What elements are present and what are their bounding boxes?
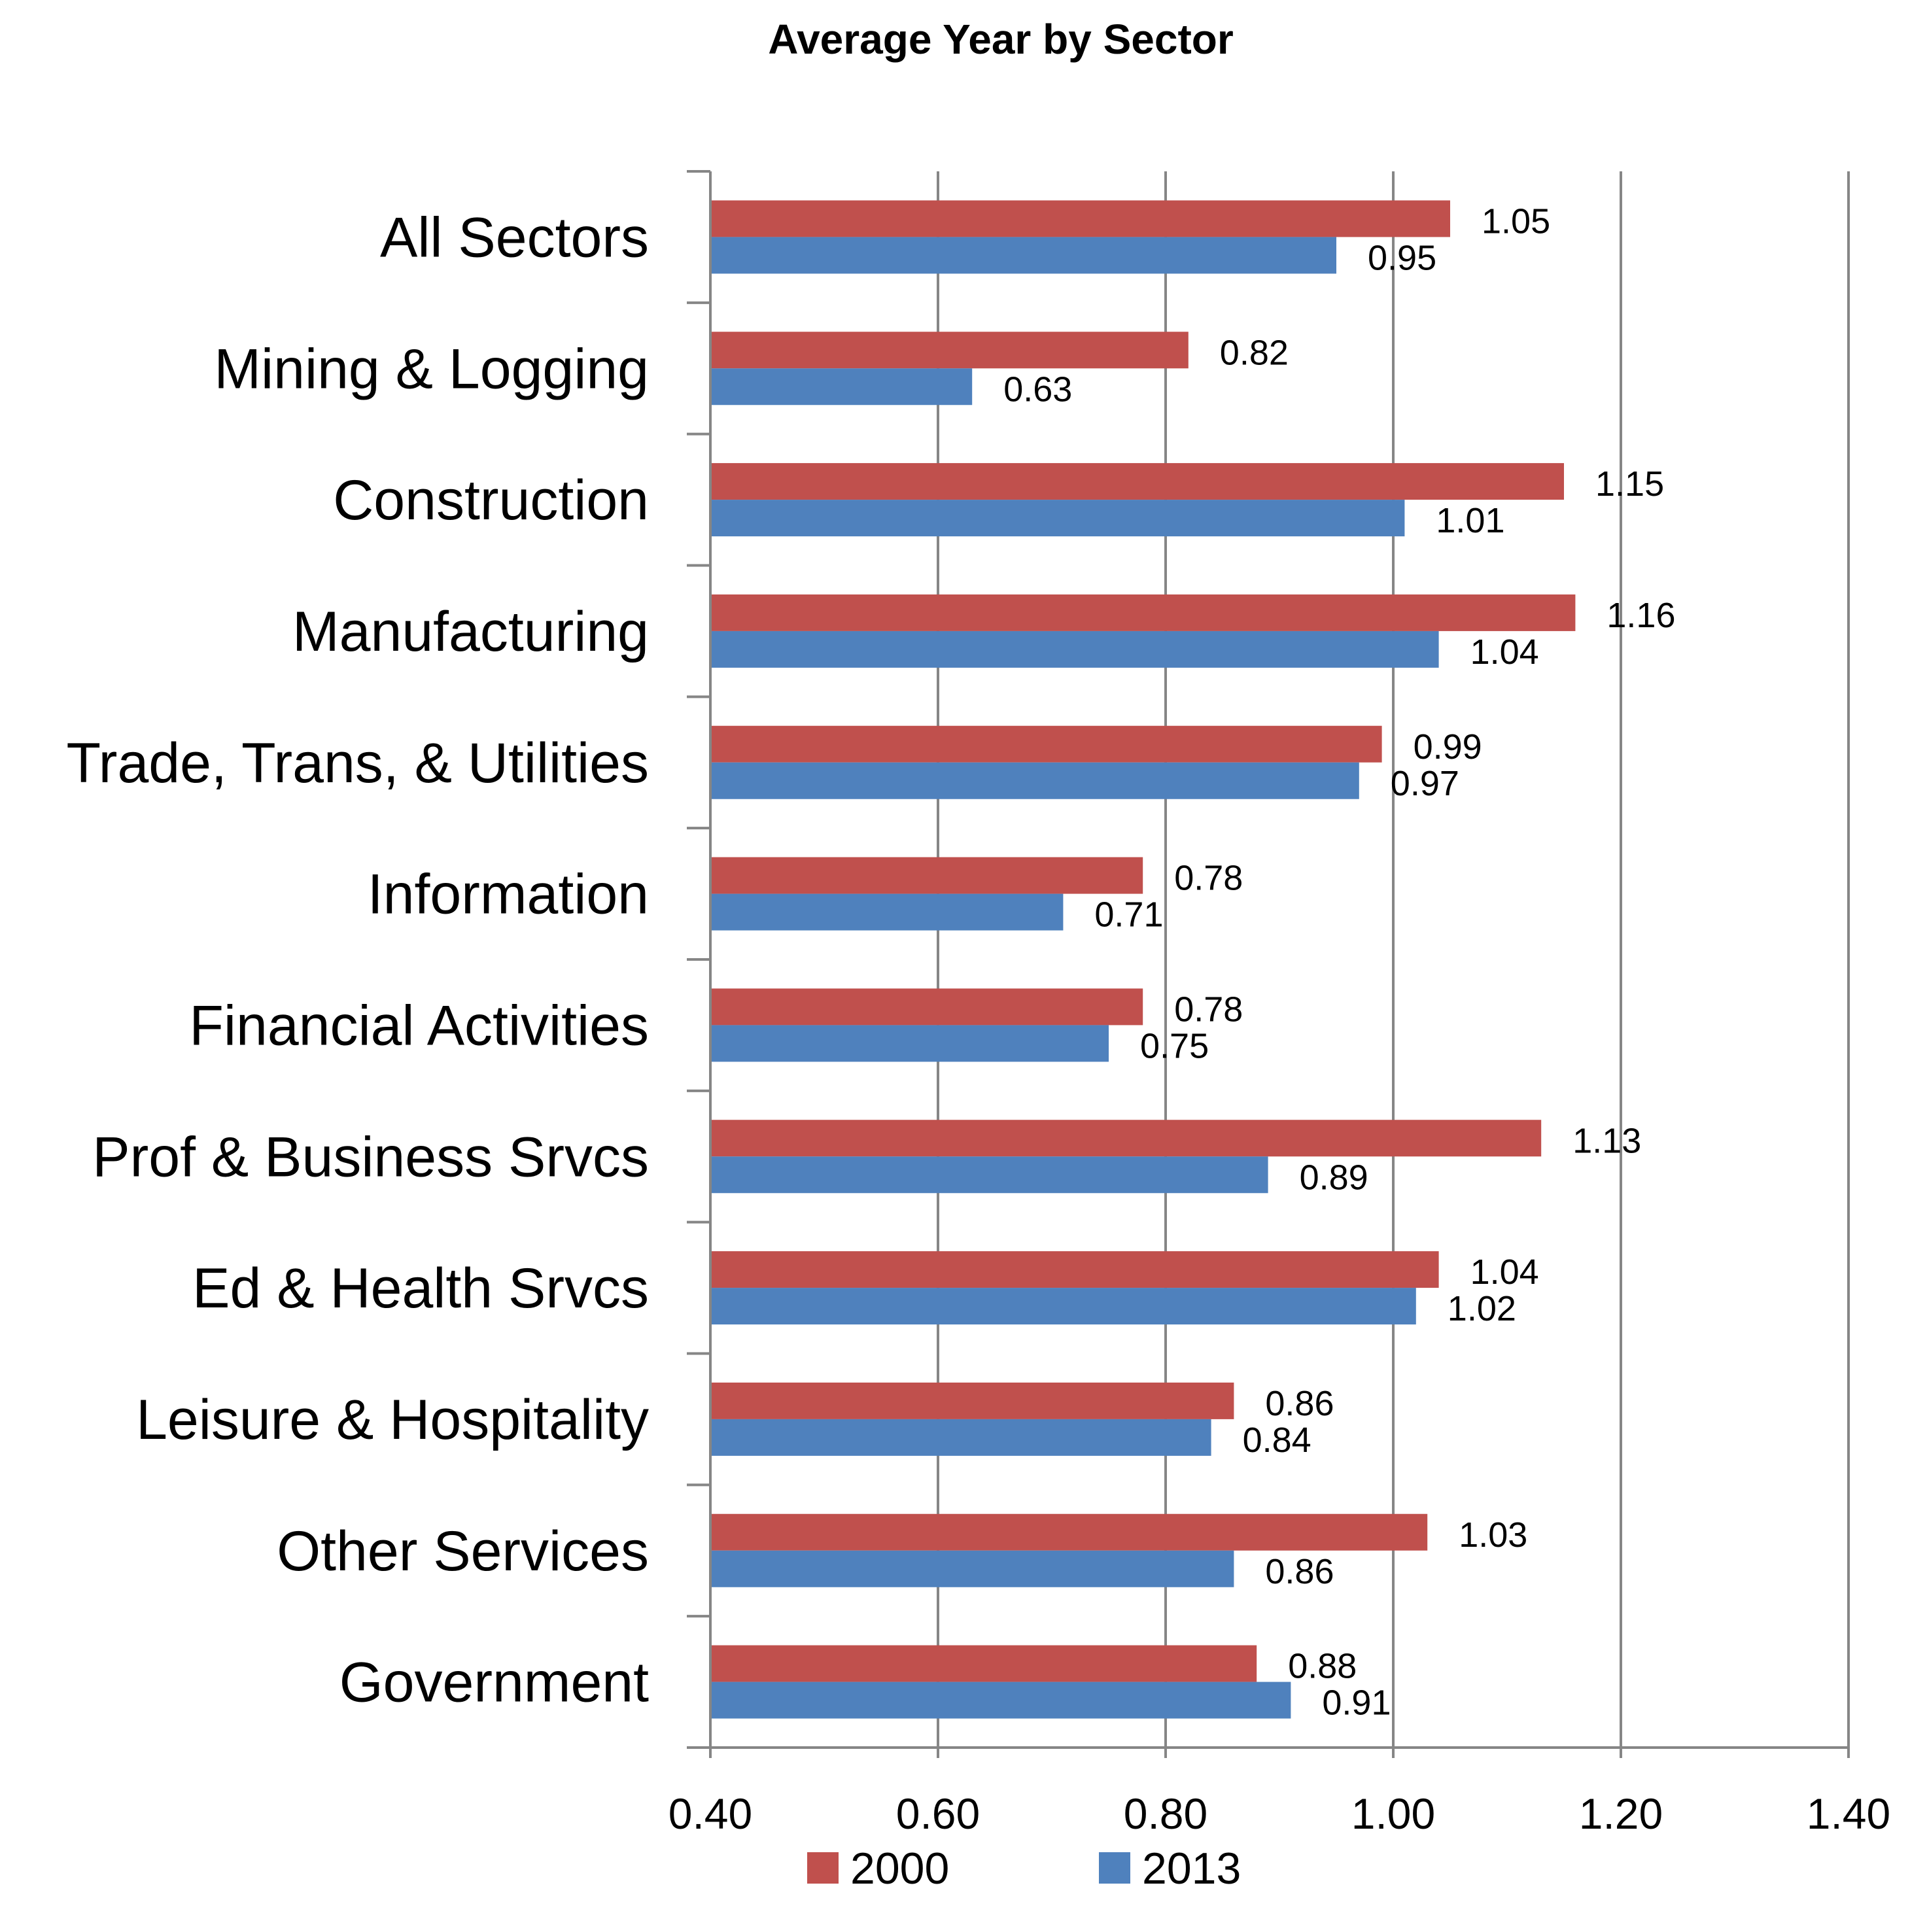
category-label: Prof & Business Srvcs: [92, 1126, 649, 1188]
data-label-2013: 1.01: [1436, 501, 1504, 540]
data-label-2000: 1.03: [1459, 1515, 1527, 1555]
bar-2013: [710, 1156, 1268, 1194]
bars: [710, 200, 1576, 1719]
data-label-2000: 1.15: [1595, 464, 1664, 504]
data-label-2013: 0.71: [1094, 895, 1163, 935]
x-tick-label: 0.80: [1124, 1789, 1207, 1838]
data-label-2013: 0.95: [1368, 238, 1436, 277]
data-label-2013: 0.75: [1140, 1026, 1209, 1065]
bar-2013: [710, 1550, 1234, 1587]
x-tick-label: 1.00: [1351, 1789, 1435, 1838]
category-label: All Sectors: [380, 206, 649, 269]
category-label: Ed & Health Srvcs: [192, 1257, 649, 1320]
data-label-2013: 0.84: [1243, 1421, 1311, 1460]
category-label: Mining & Logging: [214, 337, 649, 400]
data-label-2013: 0.86: [1265, 1552, 1334, 1591]
bar-2000: [710, 857, 1143, 894]
category-label: Construction: [333, 469, 649, 532]
gridlines: [937, 171, 1850, 1748]
category-label: Government: [339, 1651, 649, 1714]
x-tick-label: 0.40: [668, 1789, 752, 1838]
data-label-2000: 1.05: [1482, 201, 1550, 241]
x-tick-label: 0.60: [896, 1789, 980, 1838]
legend-label-2000: 2000: [850, 1844, 949, 1893]
data-label-2000: 0.99: [1414, 727, 1482, 767]
category-label: Other Services: [277, 1520, 649, 1583]
bar-2000: [710, 463, 1564, 500]
bar-2000: [710, 1513, 1428, 1551]
data-label-2000: 0.82: [1220, 333, 1289, 372]
legend: 2000 2013: [807, 1844, 1241, 1893]
data-label-2013: 0.97: [1391, 764, 1459, 803]
category-label: Information: [368, 863, 649, 926]
data-label-2013: 1.02: [1448, 1289, 1516, 1328]
bar-2013: [710, 368, 973, 405]
bar-2000: [710, 200, 1450, 237]
bar-2000: [710, 1251, 1439, 1288]
legend-swatch-2013: [1099, 1852, 1130, 1884]
bar-2013: [710, 1288, 1416, 1325]
category-label: Leisure & Hospitality: [136, 1389, 649, 1451]
axes: 0.40 0.60 0.80 1.00 1.20 1.40 All Sectors Minin…: [66, 170, 1890, 1838]
data-label-2013: 0.91: [1322, 1683, 1391, 1723]
category-label: Trade, Trans, & Utilities: [66, 732, 649, 795]
x-tick-label: 1.20: [1579, 1789, 1663, 1838]
chart-title: Average Year by Sector: [768, 16, 1234, 63]
bar-2013: [710, 630, 1439, 668]
data-label-2013: 1.04: [1470, 632, 1539, 672]
bar-2013: [710, 500, 1405, 537]
bar-2000: [710, 1645, 1257, 1682]
data-label-2013: 0.89: [1300, 1158, 1368, 1197]
bar-2013: [710, 893, 1064, 931]
bar-2000: [710, 1120, 1542, 1157]
data-label-2000: 0.88: [1288, 1647, 1357, 1686]
bar-2013: [710, 237, 1336, 274]
bar-2000: [710, 725, 1382, 763]
data-label-2000: 1.16: [1606, 596, 1675, 635]
x-tick-label: 1.40: [1807, 1789, 1890, 1838]
bar-2013: [710, 1682, 1291, 1719]
data-label-2000: 1.04: [1470, 1252, 1539, 1292]
category-label: Financial Activities: [189, 994, 649, 1057]
bar-2013: [710, 1419, 1211, 1456]
bar-2000: [710, 988, 1143, 1026]
bar-2000: [710, 1382, 1234, 1419]
data-label-2013: 0.63: [1003, 370, 1072, 409]
category-label: Manufacturing: [292, 600, 649, 663]
data-labels: 1.05 0.95 0.82 0.63 1.15 1.01 1.16 1.04 0.990.97…: [1003, 201, 1675, 1722]
data-label-2000: 0.78: [1174, 859, 1243, 898]
bar-2000: [710, 332, 1189, 369]
bar-2000: [710, 594, 1576, 631]
legend-swatch-2000: [807, 1852, 839, 1884]
bar-2013: [710, 762, 1359, 799]
legend-label-2013: 2013: [1142, 1844, 1241, 1893]
data-label-2000: 0.78: [1174, 990, 1243, 1029]
data-label-2000: 1.13: [1572, 1121, 1641, 1160]
bar-2013: [710, 1025, 1109, 1062]
data-label-2000: 0.86: [1265, 1384, 1334, 1423]
